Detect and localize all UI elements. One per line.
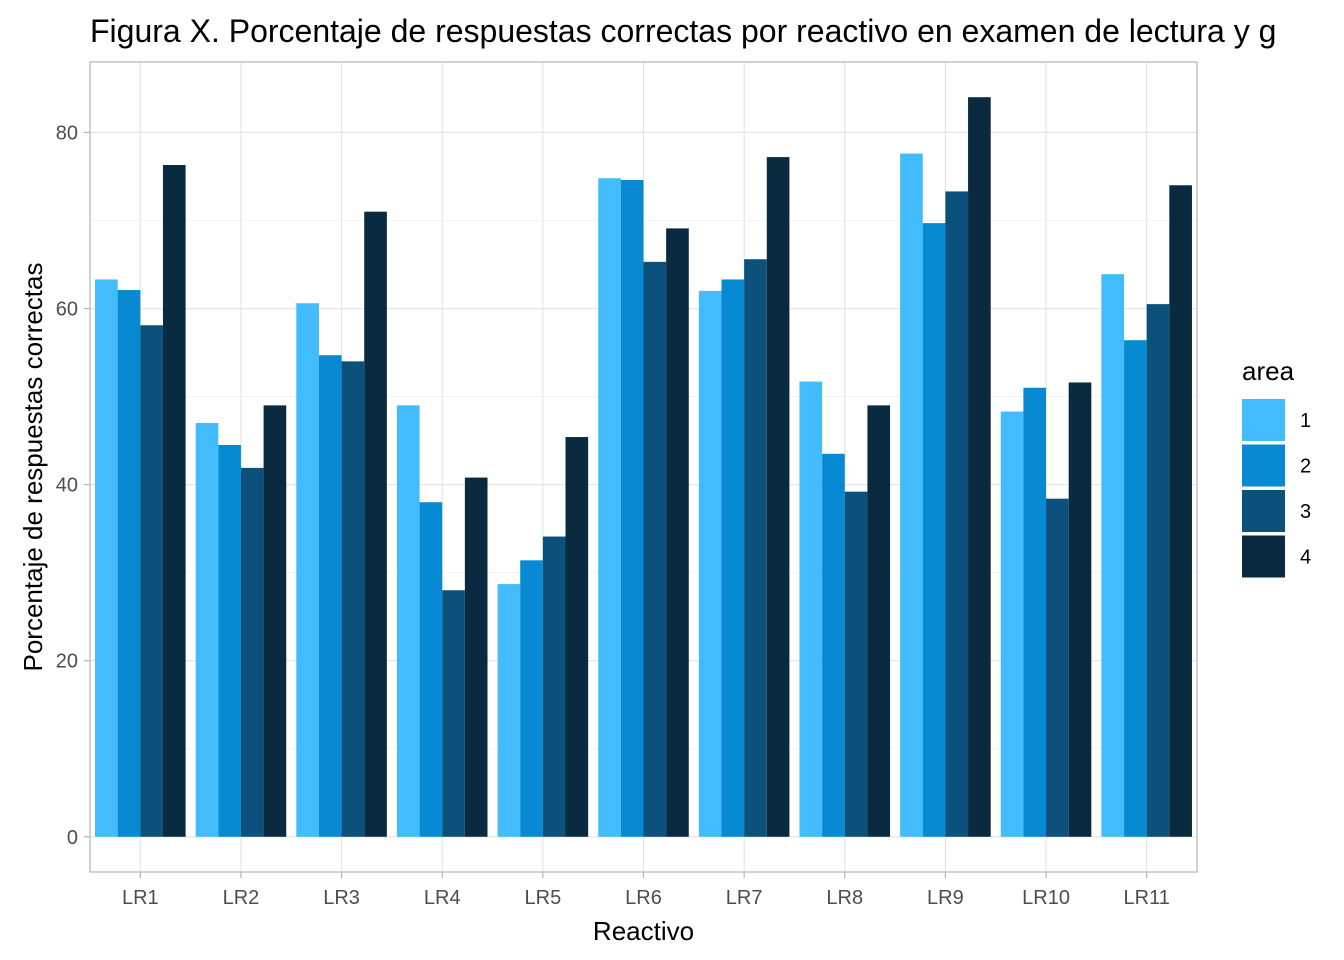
bar-lr6-area-3 [643, 261, 667, 837]
legend: area 1 2 3 4 [1242, 356, 1311, 578]
bar-lr1-area-4 [162, 165, 186, 837]
legend-key-area-3 [1242, 490, 1285, 532]
bar-lr2-area-4 [263, 405, 287, 837]
legend-label-area-3: 3 [1300, 501, 1311, 523]
bar-lr5-area-4 [565, 437, 589, 837]
x-tick-label: LR6 [625, 887, 662, 909]
legend-key-area-4 [1242, 535, 1285, 578]
bar-lr4-area-2 [419, 502, 443, 837]
x-tick-label: LR10 [1022, 887, 1070, 909]
bar-lr4-area-1 [396, 405, 420, 837]
y-axis-title: Porcentaje de respuestas correctas [18, 263, 48, 672]
bar-lr6-area-4 [666, 228, 689, 837]
bar-lr10-area-4 [1068, 382, 1092, 837]
bar-lr11-area-1 [1101, 274, 1125, 837]
bar-lr2-area-3 [240, 467, 264, 837]
bar-lr2-area-2 [218, 444, 241, 837]
bar-lr3-area-1 [296, 303, 319, 837]
legend-label-area-1: 1 [1300, 410, 1311, 432]
bars [95, 97, 1192, 837]
bar-lr9-area-2 [922, 223, 946, 837]
y-tick-label: 80 [56, 122, 78, 144]
bar-lr8-area-1 [799, 381, 823, 837]
bar-lr8-area-4 [867, 405, 891, 837]
y-tick-label: 20 [56, 651, 78, 673]
bar-lr10-area-3 [1046, 498, 1069, 837]
legend-label-area-4: 4 [1300, 547, 1311, 569]
bar-lr2-area-1 [195, 422, 219, 837]
chart-title: Figura X. Porcentaje de respuestas corre… [90, 13, 1276, 49]
bar-lr11-area-3 [1146, 304, 1170, 837]
bar-lr3-area-2 [318, 355, 342, 837]
bar-lr10-area-2 [1023, 387, 1047, 837]
bar-lr5-area-2 [520, 560, 543, 837]
bar-lr9-area-3 [945, 191, 969, 837]
x-tick-label: LR2 [223, 887, 260, 909]
bar-lr10-area-1 [1000, 411, 1024, 837]
bar-lr5-area-1 [497, 584, 521, 837]
x-tick-label: LR4 [424, 887, 461, 909]
legend-title: area [1242, 356, 1295, 386]
x-tick-label: LR1 [122, 887, 159, 909]
bar-lr3-area-3 [341, 361, 365, 837]
bar-lr3-area-4 [364, 211, 387, 837]
bar-lr7-area-1 [698, 290, 722, 837]
legend-label-area-2: 2 [1300, 456, 1311, 478]
bar-lr4-area-3 [442, 590, 465, 837]
x-tick-label: LR8 [826, 887, 863, 909]
bar-lr7-area-4 [766, 157, 790, 837]
bar-lr8-area-2 [822, 453, 845, 837]
bar-lr11-area-4 [1169, 185, 1192, 837]
legend-key-area-2 [1242, 444, 1285, 487]
x-tick-label: LR3 [323, 887, 360, 909]
bar-lr9-area-4 [968, 97, 991, 837]
bar-lr6-area-1 [598, 178, 621, 837]
bar-lr1-area-1 [95, 279, 118, 837]
legend-key-area-1 [1242, 399, 1285, 441]
bar-lr5-area-3 [542, 536, 566, 837]
bar-lr9-area-1 [900, 153, 923, 837]
bar-lr4-area-4 [464, 477, 488, 837]
x-tick-label: LR11 [1124, 887, 1170, 909]
x-axis: LR1 LR2 LR3 LR4 LR5 LR6 LR7 LR8 LR9 LR10 LR11 [122, 872, 1170, 909]
x-tick-label: LR5 [525, 887, 562, 909]
bar-lr7-area-3 [744, 259, 767, 837]
y-tick-label: 0 [67, 827, 78, 849]
bar-lr8-area-3 [844, 491, 868, 837]
y-tick-label: 40 [56, 475, 78, 497]
bar-lr6-area-2 [620, 179, 644, 837]
bar-lr1-area-2 [117, 290, 141, 837]
x-tick-label: LR9 [927, 887, 964, 909]
y-axis: 0 20 40 60 80 [56, 122, 90, 849]
x-tick-label: LR7 [726, 887, 763, 909]
bar-lr11-area-2 [1124, 340, 1147, 837]
bar-lr1-area-3 [140, 325, 163, 837]
x-axis-title: Reactivo [593, 916, 694, 946]
bar-lr7-area-2 [721, 279, 745, 837]
y-tick-label: 60 [56, 299, 78, 321]
